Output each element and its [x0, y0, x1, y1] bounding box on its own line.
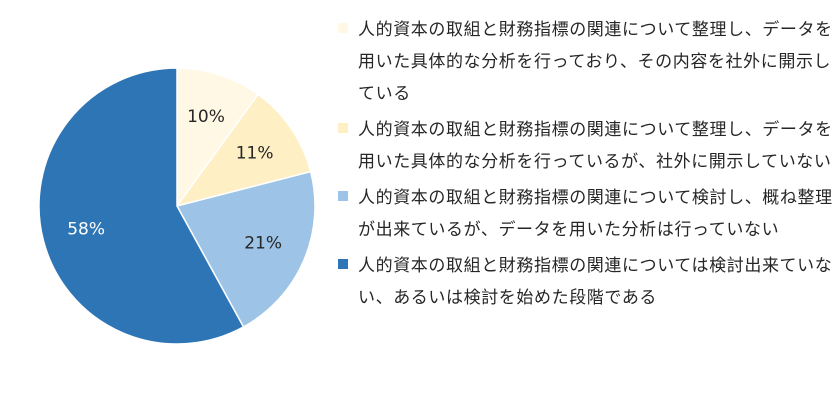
pie-plot-area: 10% 11% 21% 58% [38, 67, 316, 345]
legend-label-4: 人的資本の取組と財務指標の関連については検討出来ていない、あるいは検討を始めた段… [358, 256, 833, 308]
pie-slice-1 [176, 67, 260, 209]
slice-label-2: 11% [236, 143, 274, 163]
legend-label-2: 人的資本の取組と財務指標の関連について整理し、データを用いた具体的な分析を行って… [358, 120, 833, 172]
slice-label-1: 10% [187, 107, 225, 127]
legend: 人的資本の取組と財務指標の関連について整理し、データを用いた具体的な分析を行って… [338, 14, 838, 318]
pie-slice-3 [175, 170, 316, 328]
pie-slice-4 [38, 67, 245, 345]
slice-label-3: 21% [244, 233, 282, 253]
legend-label-1: 人的資本の取組と財務指標の関連について整理し、データを用いた具体的な分析を行って… [358, 20, 833, 104]
legend-item-1: 人的資本の取組と財務指標の関連について整理し、データを用いた具体的な分析を行って… [338, 14, 838, 110]
legend-item-2: 人的資本の取組と財務指標の関連について整理し、データを用いた具体的な分析を行って… [338, 114, 838, 178]
legend-item-3: 人的資本の取組と財務指標の関連について検討し、概ね整理が出来ているが、データを用… [338, 182, 838, 246]
legend-label-3: 人的資本の取組と財務指標の関連について検討し、概ね整理が出来ているが、データを用… [358, 188, 833, 240]
legend-swatch-4 [338, 259, 348, 269]
pie-slice-2 [175, 93, 312, 208]
legend-swatch-2 [338, 123, 348, 133]
slice-label-4: 58% [67, 219, 105, 239]
legend-swatch-3 [338, 191, 348, 201]
legend-item-4: 人的資本の取組と財務指標の関連については検討出来ていない、あるいは検討を始めた段… [338, 250, 838, 314]
legend-swatch-1 [338, 23, 348, 33]
